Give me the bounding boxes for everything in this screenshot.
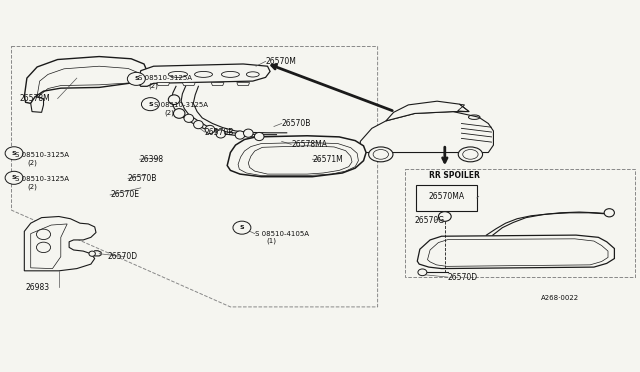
Text: (2): (2) xyxy=(27,183,36,190)
Text: 26983: 26983 xyxy=(26,283,50,292)
Ellipse shape xyxy=(236,131,245,139)
Ellipse shape xyxy=(5,147,23,160)
Ellipse shape xyxy=(243,129,253,137)
Ellipse shape xyxy=(233,221,251,234)
Text: S 08510-3125A: S 08510-3125A xyxy=(15,176,68,182)
Polygon shape xyxy=(24,217,96,271)
Text: (2): (2) xyxy=(148,82,158,89)
Text: 26398: 26398 xyxy=(140,155,164,164)
Ellipse shape xyxy=(89,251,95,256)
Text: 26570M: 26570M xyxy=(266,57,296,66)
Ellipse shape xyxy=(168,71,188,77)
Ellipse shape xyxy=(5,171,23,185)
Ellipse shape xyxy=(418,269,427,276)
Text: S: S xyxy=(12,175,17,180)
Polygon shape xyxy=(182,83,195,86)
Text: 26570MA: 26570MA xyxy=(429,192,465,201)
Text: S: S xyxy=(148,102,153,107)
Ellipse shape xyxy=(141,98,159,111)
Text: 26578MA: 26578MA xyxy=(291,140,327,149)
Text: (2): (2) xyxy=(27,160,36,166)
Ellipse shape xyxy=(216,130,226,138)
Text: S: S xyxy=(134,76,139,81)
Ellipse shape xyxy=(205,125,215,134)
Ellipse shape xyxy=(458,147,483,162)
Ellipse shape xyxy=(604,209,614,217)
Polygon shape xyxy=(416,185,477,211)
Text: S: S xyxy=(12,151,17,156)
Text: S 08510-3125A: S 08510-3125A xyxy=(138,75,191,81)
Text: 26570B: 26570B xyxy=(282,119,311,128)
Ellipse shape xyxy=(221,71,239,77)
Polygon shape xyxy=(227,136,366,177)
Text: 26570E: 26570E xyxy=(110,190,139,199)
Polygon shape xyxy=(386,101,469,121)
Text: 26570B: 26570B xyxy=(128,174,157,183)
Ellipse shape xyxy=(193,121,204,129)
Text: 26570D: 26570D xyxy=(448,273,478,282)
Ellipse shape xyxy=(369,147,393,162)
Text: S 08510-3125A: S 08510-3125A xyxy=(154,102,207,108)
Ellipse shape xyxy=(184,114,193,122)
Text: S 08510-4105A: S 08510-4105A xyxy=(255,231,308,237)
Ellipse shape xyxy=(168,95,180,105)
Ellipse shape xyxy=(173,109,185,118)
Text: RR SPOILER: RR SPOILER xyxy=(429,171,479,180)
Text: 26570B: 26570B xyxy=(205,128,234,137)
Polygon shape xyxy=(237,83,250,86)
Ellipse shape xyxy=(246,72,259,77)
Text: 26570G: 26570G xyxy=(415,216,445,225)
Ellipse shape xyxy=(255,132,264,141)
Polygon shape xyxy=(31,97,44,112)
Text: A268·0022: A268·0022 xyxy=(541,295,579,301)
Polygon shape xyxy=(138,64,270,86)
Text: S 08510-3125A: S 08510-3125A xyxy=(15,153,68,158)
Ellipse shape xyxy=(36,229,51,240)
Text: (2): (2) xyxy=(164,109,174,116)
Text: 26570D: 26570D xyxy=(108,252,138,261)
Polygon shape xyxy=(417,235,614,269)
Polygon shape xyxy=(157,83,170,86)
Polygon shape xyxy=(360,112,493,153)
Polygon shape xyxy=(24,57,147,103)
Ellipse shape xyxy=(195,71,212,77)
Ellipse shape xyxy=(438,212,451,221)
Ellipse shape xyxy=(36,242,51,253)
Text: S: S xyxy=(239,225,244,230)
Text: 26578M: 26578M xyxy=(19,94,50,103)
Ellipse shape xyxy=(127,72,145,86)
Text: 26571M: 26571M xyxy=(312,155,343,164)
Polygon shape xyxy=(211,83,224,86)
Text: (1): (1) xyxy=(266,238,276,244)
